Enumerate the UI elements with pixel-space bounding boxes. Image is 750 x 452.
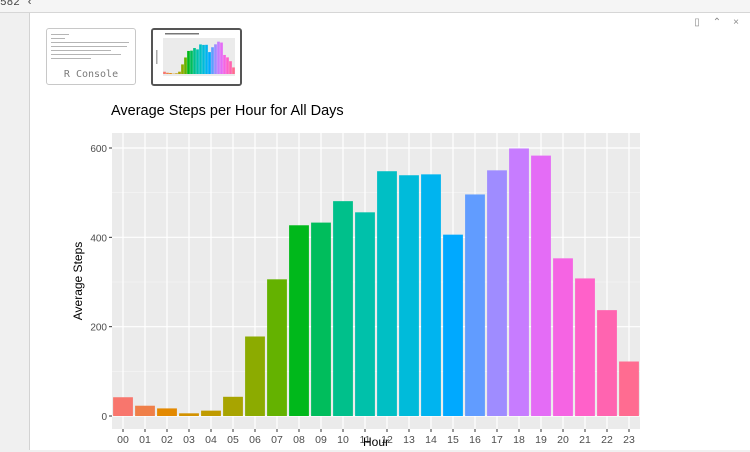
steps-per-hour-chart: Average Steps per Hour for All Days 0200… <box>70 97 660 452</box>
x-tick-label: 08 <box>293 434 305 446</box>
x-tick-label: 17 <box>491 434 503 446</box>
y-tick-label: 0 <box>101 412 107 423</box>
thumbnail-bar <box>226 57 229 74</box>
thumbnail-bar <box>181 64 184 74</box>
thumbnail-r-console[interactable]: R Console <box>46 28 136 85</box>
bar-06 <box>245 336 265 416</box>
bar-10 <box>333 201 353 416</box>
thumbnail-bar <box>169 73 172 74</box>
x-tick-label: 20 <box>557 434 569 446</box>
close-icon[interactable]: × <box>730 17 742 29</box>
chart-title: Average Steps per Hour for All Days <box>111 103 344 119</box>
x-tick-label: 18 <box>513 434 525 446</box>
thumbnail-bar <box>193 48 196 74</box>
bar-05 <box>223 397 243 416</box>
x-tick-label: 03 <box>183 434 195 446</box>
thumbnail-title-line <box>165 33 199 35</box>
x-tick-label: 07 <box>271 434 283 446</box>
bar-19 <box>531 156 551 416</box>
bar-21 <box>575 278 595 416</box>
thumbnail-bar <box>211 47 214 74</box>
thumbnail-axis-line <box>156 50 158 64</box>
thumbnail-bar <box>208 52 211 74</box>
y-tick-label: 600 <box>90 144 107 155</box>
thumbnail-label: R Console <box>47 69 135 80</box>
x-tick-label: 09 <box>315 434 327 446</box>
thumbnail-bar <box>199 44 202 74</box>
y-axis-title: Average Steps <box>71 242 85 321</box>
thumbnail-bar <box>175 73 178 74</box>
bar-04 <box>201 411 221 416</box>
x-tick-label: 21 <box>579 434 591 446</box>
bar-16 <box>465 194 485 416</box>
x-tick-label: 14 <box>425 434 437 446</box>
bar-12 <box>377 171 397 416</box>
bar-23 <box>619 362 639 416</box>
thumbnail-plot-preview <box>153 30 240 84</box>
thumbnail-bar <box>205 45 208 74</box>
bar-20 <box>553 258 573 416</box>
bar-13 <box>399 175 419 416</box>
thumbnail-bar <box>184 57 187 74</box>
bar-18 <box>509 148 529 416</box>
thumbnail-bar <box>214 44 217 74</box>
bar-09 <box>311 223 331 416</box>
thumbnail-bar <box>166 73 169 74</box>
y-tick-label: 200 <box>90 323 107 334</box>
x-tick-label: 04 <box>205 434 217 446</box>
bar-22 <box>597 310 617 416</box>
x-tick-label: 02 <box>161 434 173 446</box>
x-tick-label: 16 <box>469 434 481 446</box>
thumbnail-bar <box>187 51 190 74</box>
bar-03 <box>179 413 199 416</box>
bar-15 <box>443 235 463 416</box>
x-tick-label: 15 <box>447 434 459 446</box>
x-axis-title: Hour <box>363 435 389 449</box>
x-tick-label: 23 <box>623 434 635 446</box>
y-tick-label: 400 <box>90 233 107 244</box>
thumbnail-bar <box>229 61 232 74</box>
thumbnail-steps-plot[interactable] <box>151 28 242 86</box>
thumbnail-bar <box>163 72 166 74</box>
bar-02 <box>157 408 177 416</box>
maximize-icon[interactable]: ⌃ <box>711 17 723 29</box>
bar-17 <box>487 170 507 416</box>
editor-status-strip: 582 ‹ <box>0 0 750 13</box>
bar-07 <box>267 279 287 416</box>
thumbnail-bar <box>217 42 220 74</box>
bar-00 <box>113 397 133 416</box>
popout-icon[interactable]: ▯ <box>691 17 703 29</box>
bar-01 <box>135 406 155 416</box>
thumbnail-bar <box>232 67 235 74</box>
bar-14 <box>421 174 441 416</box>
x-tick-label: 00 <box>117 434 129 446</box>
thumbnail-bar <box>223 55 226 74</box>
x-tick-label: 01 <box>139 434 151 446</box>
thumbnail-bar <box>202 45 205 74</box>
line-number-indicator: 582 ‹ <box>0 0 33 9</box>
x-tick-label: 19 <box>535 434 547 446</box>
thumbnail-bar <box>190 51 193 74</box>
x-tick-label: 06 <box>249 434 261 446</box>
bar-08 <box>289 225 309 416</box>
x-tick-label: 05 <box>227 434 239 446</box>
thumbnail-bar <box>196 49 199 74</box>
x-tick-label: 22 <box>601 434 613 446</box>
left-gutter <box>0 13 29 450</box>
thumbnail-bar <box>178 72 181 74</box>
x-tick-label: 13 <box>403 434 415 446</box>
bar-11 <box>355 212 375 416</box>
thumbnail-bar <box>220 43 223 74</box>
x-tick-label: 10 <box>337 434 349 446</box>
y-axis: 0 200 400 600 <box>90 144 112 423</box>
plot-viewer-window: ▯ ⌃ × R Console Average Steps per Hour f… <box>29 13 750 450</box>
